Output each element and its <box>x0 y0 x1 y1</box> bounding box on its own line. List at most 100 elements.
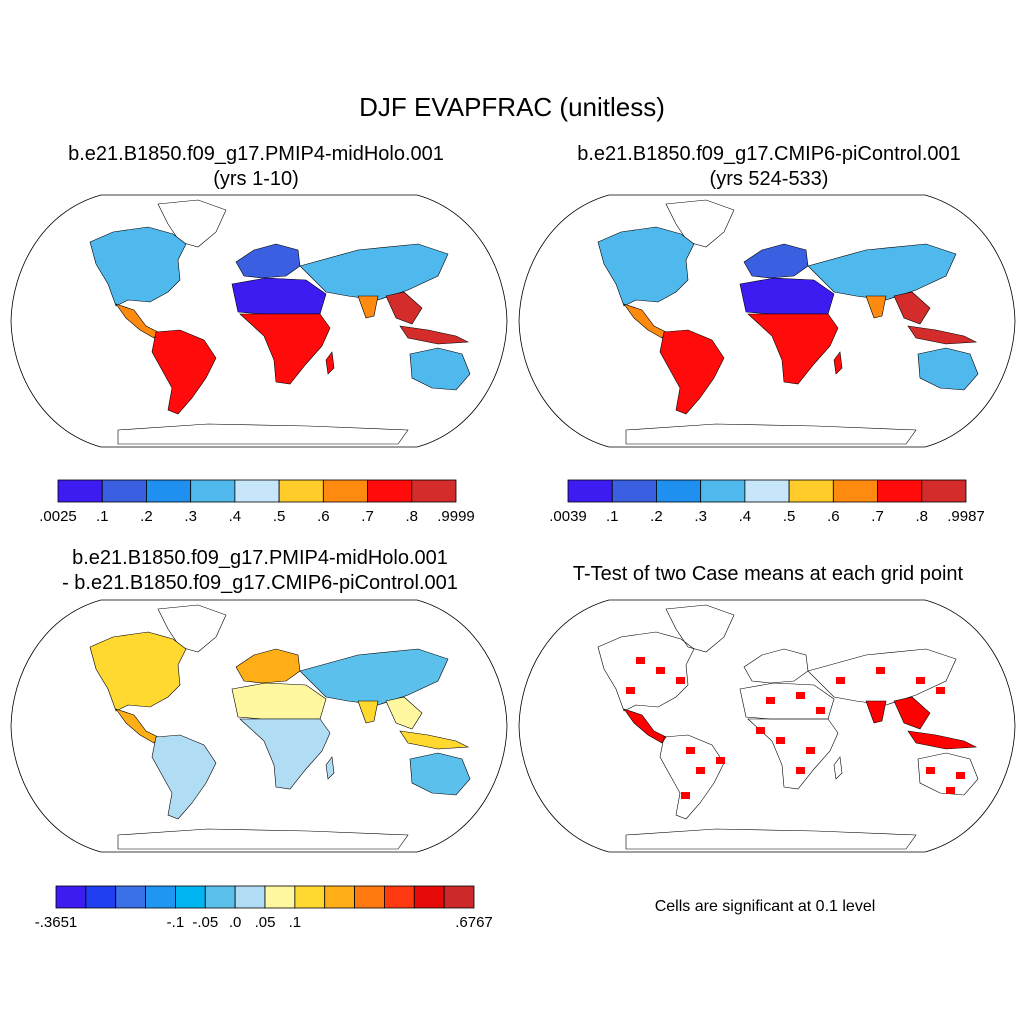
panel-title-line1: T-Test of two Case means at each grid po… <box>572 563 964 585</box>
colorbar-tick-label: .1 <box>289 914 302 931</box>
panel-title-line2: - b.e21.B1850.f09_g17.CMIP6-piControl.00… <box>62 572 458 594</box>
landmass-india <box>357 700 379 724</box>
landmass-australia <box>917 752 979 796</box>
colorbar-box <box>384 885 415 909</box>
significant-cell <box>946 787 955 794</box>
panel-title-line1: b.e21.B1850.f09_g17.PMIP4-midHolo.001 <box>72 547 448 569</box>
colorbar-box <box>700 479 746 503</box>
colorbar-tick-label: .0039 <box>549 508 587 525</box>
colorbar-box <box>234 479 280 503</box>
significant-cell <box>956 772 965 779</box>
colorbar-tick-label: .7 <box>871 508 884 525</box>
landmass-se-asia <box>385 291 423 325</box>
colorbar-picontrol: .0039 .1 .2 .3 .4 .5 .6 .7 .8 .9987 <box>549 479 985 525</box>
colorbar-tick-label: .0 <box>229 914 242 931</box>
landmass-antarctica <box>117 828 409 850</box>
landmass-se-asia <box>385 696 423 730</box>
colorbar-tick-label: .2 <box>140 508 153 525</box>
colorbar-box <box>85 885 117 909</box>
landmass-south-america <box>659 329 725 415</box>
landmass-madagascar <box>325 756 335 780</box>
landmass-india <box>357 295 379 319</box>
landmass-india <box>865 295 887 319</box>
colorbar-tick-label: .05 <box>255 914 276 931</box>
panel-title-line1: b.e21.B1850.f09_g17.PMIP4-midHolo.001 <box>68 143 444 165</box>
landmass-south-america <box>151 734 217 820</box>
colorbar-midholo: .0025 .1 .2 .3 .4 .5 .6 .7 .8 .9999 <box>39 479 475 525</box>
colorbar-box <box>832 479 878 503</box>
landmass-greenland <box>157 199 227 248</box>
significant-cell <box>656 667 665 674</box>
significant-cell <box>796 692 805 699</box>
landmass-australia <box>917 347 979 391</box>
colorbar-tick-label: -.05 <box>192 914 218 931</box>
significant-cell <box>776 737 785 744</box>
landmass-indonesia <box>907 730 978 750</box>
colorbar-tick-label: .6 <box>317 508 330 525</box>
significant-cell <box>936 687 945 694</box>
significant-cell <box>816 707 825 714</box>
map-picontrol <box>518 194 1016 448</box>
landmass-indonesia <box>399 730 470 750</box>
landmass-south-america <box>151 329 217 415</box>
significant-cell <box>756 727 765 734</box>
colorbar-difference: -.3651 -.1 -.05 .0 .05 .1 .6767 <box>35 885 493 931</box>
landmass-indonesia <box>399 325 470 345</box>
landmass-africa-south <box>747 313 839 385</box>
landmass-madagascar <box>833 756 843 780</box>
colorbar-box <box>190 479 236 503</box>
panel-title-midholo: b.e21.B1850.f09_g17.PMIP4-midHolo.001 (y… <box>30 142 482 192</box>
colorbar-box <box>145 885 176 909</box>
globe-outline <box>518 599 1016 853</box>
significant-cell <box>916 677 925 684</box>
colorbar-box <box>55 885 87 909</box>
colorbar-box <box>175 885 206 909</box>
landmass-central-america <box>623 708 667 744</box>
significant-cell <box>676 677 685 684</box>
landmass-antarctica <box>117 423 409 445</box>
colorbar-tick-label: .8 <box>916 508 929 525</box>
colorbar-box <box>101 479 147 503</box>
colorbar-box <box>115 885 146 909</box>
landmass-arabia-asia <box>299 243 449 301</box>
colorbar-tick-label: .9999 <box>437 508 475 525</box>
colorbar-tick-label: .1 <box>96 508 109 525</box>
colorbar-box <box>234 885 266 909</box>
significant-cell <box>766 697 775 704</box>
landmass-australia <box>409 752 471 796</box>
main-title: DJF EVAPFRAC (unitless) <box>359 92 665 122</box>
colorbar-box <box>354 885 385 909</box>
colorbar-tick-label: .9987 <box>947 508 985 525</box>
landmass-africa-south <box>239 313 331 385</box>
landmass-madagascar <box>833 351 843 375</box>
landmass-se-asia <box>893 696 931 730</box>
colorbar-box <box>413 885 445 909</box>
landmass-africa-south <box>747 718 839 790</box>
colorbar-box <box>411 479 457 503</box>
colorbar-tick-label: .4 <box>739 508 752 525</box>
colorbar-tick-label: -.1 <box>167 914 185 931</box>
colorbar-tick-label: .8 <box>406 508 419 525</box>
landmass-madagascar <box>325 351 335 375</box>
landmass-south-america <box>659 734 725 820</box>
landmass-greenland <box>665 199 735 248</box>
significant-cell <box>836 677 845 684</box>
landmass-se-asia <box>893 291 931 325</box>
colorbar-box <box>656 479 702 503</box>
significant-cell <box>626 687 635 694</box>
colorbar-box <box>921 479 967 503</box>
map-midholo <box>10 194 508 448</box>
colorbar-box <box>744 479 790 503</box>
colorbar-box <box>611 479 657 503</box>
significant-cell <box>636 657 645 664</box>
landmass-australia <box>409 347 471 391</box>
map-ttest <box>518 599 1016 853</box>
panel-title-ttest: T-Test of two Case means at each grid po… <box>528 562 1008 587</box>
significant-cell <box>696 767 705 774</box>
landmass-arabia-asia <box>807 648 957 706</box>
colorbar-tick-label: .1 <box>606 508 619 525</box>
colorbar-tick-label: .3 <box>694 508 707 525</box>
colorbar-tick-label: .3 <box>184 508 197 525</box>
colorbar-box <box>204 885 236 909</box>
colorbar-tick-label: .7 <box>361 508 374 525</box>
